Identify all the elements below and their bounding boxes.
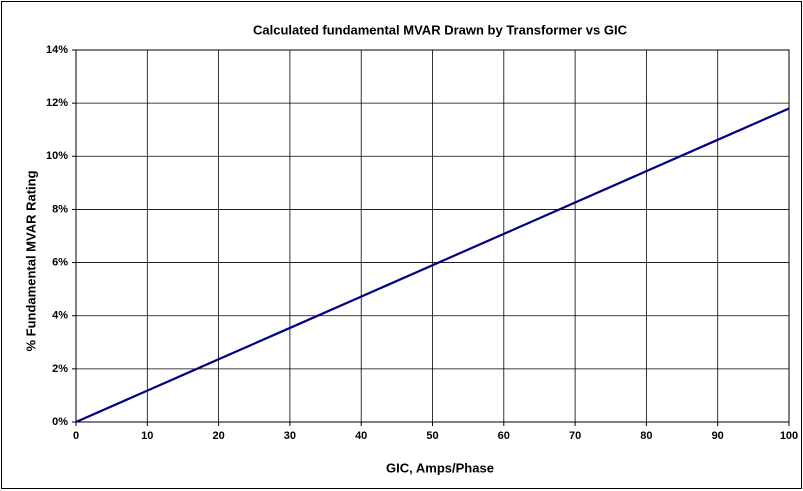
line-series <box>75 107 790 424</box>
y-tick-label: 0% <box>52 416 68 428</box>
y-tick-label: 4% <box>52 310 68 322</box>
chart-title: Calculated fundamental MVAR Drawn by Tra… <box>253 22 628 37</box>
x-tick-label: 100 <box>780 430 798 442</box>
x-tick-label: 20 <box>212 430 224 442</box>
y-tick-label: 8% <box>52 203 68 215</box>
y-tick-label: 6% <box>52 256 68 268</box>
y-tick-label: 10% <box>46 150 68 162</box>
x-axis-title: GIC, Amps/Phase <box>386 460 494 475</box>
y-tick-label: 12% <box>46 97 68 109</box>
x-tick-label: 80 <box>640 430 652 442</box>
x-tick-label: 90 <box>712 430 724 442</box>
y-tick-label: 2% <box>52 363 68 375</box>
x-tick-label: 40 <box>355 430 367 442</box>
x-tick-label: 30 <box>284 430 296 442</box>
x-tick-label: 70 <box>569 430 581 442</box>
y-axis-title: % Fundamental MVAR Rating <box>23 170 38 351</box>
x-tick-label: 0 <box>73 430 79 442</box>
x-tick-label: 60 <box>498 430 510 442</box>
x-tick-label: 50 <box>426 430 438 442</box>
y-tick-label: 14% <box>46 44 68 56</box>
x-tick-label: 10 <box>141 430 153 442</box>
